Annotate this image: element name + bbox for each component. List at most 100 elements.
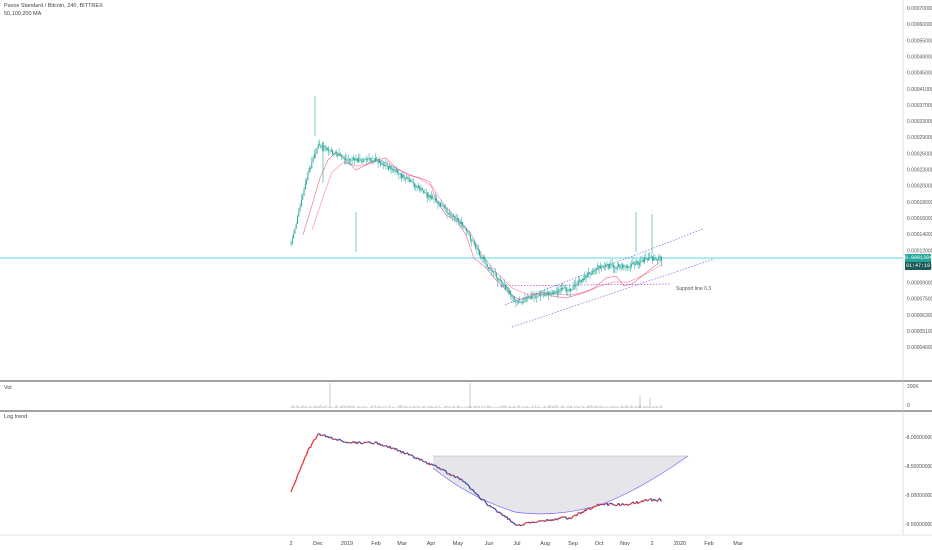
log-trend-segment bbox=[298, 469, 301, 473]
candle-body bbox=[382, 163, 384, 166]
volume-bar bbox=[546, 407, 548, 408]
candle-body bbox=[583, 278, 584, 281]
log-trend-segment bbox=[510, 520, 513, 523]
candle-body bbox=[555, 291, 557, 292]
candle-body bbox=[315, 153, 317, 155]
candle-body bbox=[515, 299, 517, 303]
candle-body bbox=[545, 294, 547, 296]
log-trend-segment bbox=[370, 442, 372, 444]
volume-bar bbox=[350, 405, 352, 408]
volume-bar bbox=[375, 405, 376, 408]
log-trend-segment bbox=[295, 475, 299, 480]
log-trend-segment bbox=[302, 459, 305, 464]
log-trend-curve bbox=[432, 455, 689, 515]
volume-bar bbox=[314, 405, 315, 408]
volume-bar bbox=[304, 406, 306, 408]
log-trend-segment bbox=[311, 441, 314, 445]
candle-body bbox=[438, 202, 440, 204]
volume-bar bbox=[372, 405, 374, 408]
candle-body bbox=[393, 168, 395, 170]
log-trend-segment bbox=[406, 452, 409, 455]
log-trend-segment bbox=[455, 476, 458, 478]
candle-body bbox=[454, 215, 456, 220]
volume-bar bbox=[294, 406, 296, 408]
candle-body bbox=[507, 286, 509, 293]
volume-bar bbox=[575, 406, 577, 408]
time-axis-tick: Mar bbox=[397, 541, 407, 547]
volume-bar bbox=[440, 407, 441, 408]
volume-bar bbox=[345, 406, 346, 408]
log-trend-segment bbox=[518, 524, 521, 526]
price-axis-tick: 0.00055000 bbox=[907, 38, 932, 44]
volume-bar bbox=[615, 406, 617, 408]
time-axis-tick: May bbox=[453, 541, 464, 547]
volume-bar bbox=[561, 405, 562, 408]
candle-body bbox=[460, 221, 462, 224]
candle-body bbox=[342, 156, 344, 158]
candle-body bbox=[329, 150, 331, 152]
candle-body bbox=[321, 147, 323, 149]
volume-bar bbox=[441, 407, 443, 408]
volume-bar bbox=[498, 405, 500, 408]
candle-body bbox=[536, 297, 538, 298]
price-axis-tick: 0.00007500 bbox=[907, 297, 932, 303]
volume-bar bbox=[641, 407, 643, 408]
candle-body bbox=[293, 233, 295, 239]
volume-bar bbox=[427, 406, 428, 408]
volume-spike bbox=[329, 383, 331, 408]
volume-bar bbox=[571, 405, 573, 408]
log-trend-segment bbox=[424, 461, 427, 463]
candle-body bbox=[401, 173, 402, 178]
candle-body bbox=[512, 297, 514, 298]
volume-bar bbox=[627, 405, 629, 408]
log-trend-segment bbox=[402, 450, 405, 454]
log-trend-segment bbox=[315, 435, 318, 440]
candle-body bbox=[411, 180, 413, 182]
candle-body bbox=[362, 161, 363, 163]
volume-bar bbox=[302, 405, 304, 408]
time-axis-tick: Jun bbox=[485, 541, 494, 547]
volume-bar bbox=[562, 405, 564, 408]
candle-body bbox=[511, 295, 513, 298]
log-trend-segment bbox=[415, 457, 418, 460]
log-trend-segment bbox=[529, 521, 532, 524]
volume-bar bbox=[602, 405, 604, 408]
candle-body bbox=[657, 259, 659, 261]
volume-bar bbox=[310, 406, 311, 408]
log-trend-segment bbox=[564, 516, 568, 520]
volume-bar bbox=[494, 406, 496, 408]
volume-bar bbox=[576, 405, 578, 408]
volume-bar bbox=[515, 406, 517, 408]
volume-bar bbox=[622, 405, 623, 408]
volume-bar bbox=[411, 406, 413, 408]
volume-bar bbox=[594, 405, 596, 408]
volume-bar bbox=[511, 406, 513, 408]
candle-body bbox=[355, 158, 357, 161]
candle-body bbox=[417, 185, 419, 188]
candle-body bbox=[573, 284, 575, 287]
candle-body bbox=[330, 149, 332, 152]
volume-bar bbox=[457, 405, 458, 408]
volume-bar bbox=[523, 406, 525, 408]
volume-bar bbox=[341, 405, 343, 408]
volume-bar bbox=[336, 405, 337, 408]
candle-body bbox=[398, 173, 400, 175]
time-axis-labels: 2 Dec 2019 Feb Mar Apr May Jun Jul Aug Sep Oct Nov 2 2… bbox=[289, 541, 742, 547]
candle-body bbox=[447, 213, 449, 215]
volume-bar bbox=[307, 407, 309, 408]
candle-body bbox=[557, 291, 558, 294]
candle-body bbox=[579, 279, 581, 281]
volume-bar bbox=[652, 406, 653, 408]
volume-bar bbox=[338, 407, 340, 408]
candle-body bbox=[620, 267, 622, 269]
volume-bar bbox=[315, 405, 317, 408]
volume-bar bbox=[291, 405, 293, 408]
log-trend-segment bbox=[642, 499, 646, 503]
volume-bar bbox=[455, 406, 457, 408]
log-trend-segment bbox=[587, 507, 590, 510]
volume-bar bbox=[529, 406, 531, 408]
candle-body bbox=[597, 265, 599, 270]
candle-body bbox=[629, 266, 631, 268]
candle-body bbox=[651, 256, 653, 261]
